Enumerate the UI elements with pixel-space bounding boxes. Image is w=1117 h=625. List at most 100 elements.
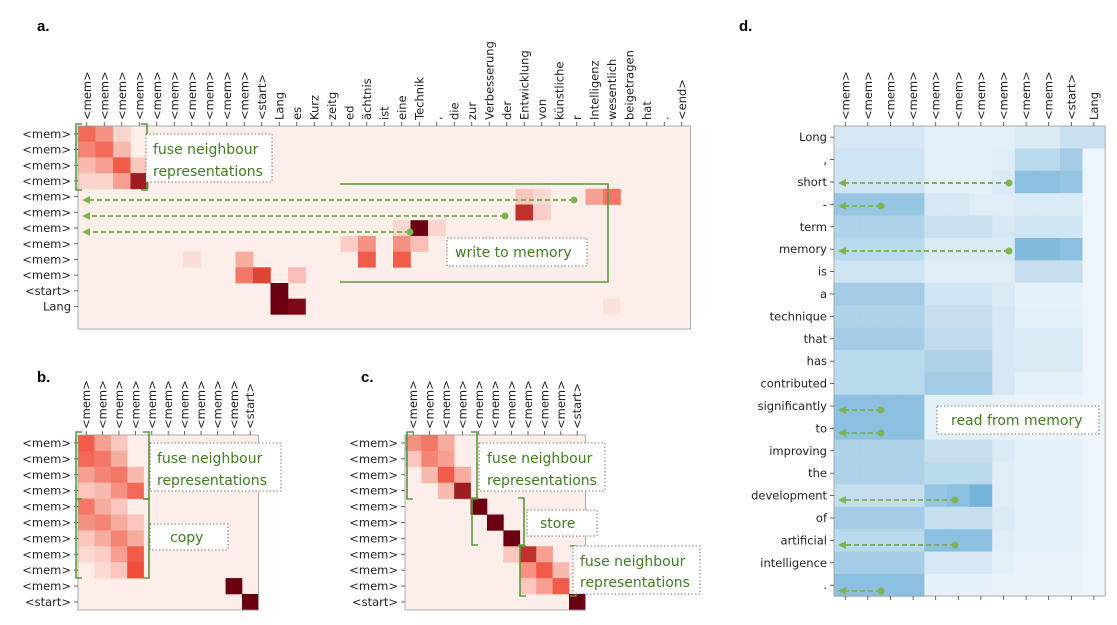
- panel-a-x-label: <mem>: [150, 71, 164, 120]
- panel-d-cell: [1014, 372, 1038, 396]
- panel-d-cell: [1082, 350, 1106, 373]
- panel-c-cell: [454, 482, 471, 499]
- panel-b-y-label: <mem>: [22, 436, 71, 450]
- panel-b-copy-label: copy: [170, 530, 203, 546]
- panel-b-cell: [94, 466, 112, 483]
- panel-d-cell: [992, 551, 1016, 575]
- panel-a-y-label: <mem>: [22, 127, 71, 141]
- panel-d-cell: [1082, 170, 1106, 194]
- panel-d-cell: [1014, 282, 1038, 306]
- panel-d-cell: [1060, 148, 1083, 172]
- panel-a-cell: [235, 251, 254, 268]
- panel-d-x-label: <mem>: [861, 71, 875, 120]
- panel-d-cell: [1082, 506, 1106, 530]
- panel-d-y-label: contributed: [760, 377, 827, 391]
- panel-d-cell: [947, 305, 970, 328]
- panel-d-cell: [1014, 148, 1038, 172]
- panel-d-cell: [969, 551, 993, 575]
- panel-c-x-label: <mem>: [455, 380, 469, 429]
- panel-d-arrow-development-dot: [951, 496, 959, 504]
- panel-a-x-label: <mem>: [185, 71, 199, 120]
- panel-d-y-label: artificial: [781, 533, 827, 547]
- panel-b-label: b.: [37, 369, 50, 386]
- panel-b-cell: [78, 546, 95, 563]
- panel-d-cell: [879, 417, 903, 440]
- panel-a-cell: [288, 267, 306, 284]
- panel-d-cell: [901, 193, 925, 216]
- panel-a-x-label: <mem>: [115, 71, 129, 120]
- panel-c-store-bracket-right: [518, 497, 525, 546]
- panel-d-cell: [969, 238, 993, 261]
- panel-c-cell: [437, 435, 455, 452]
- panel-a-x-label: künstliche: [552, 62, 566, 120]
- panel-c-cell: [454, 466, 471, 483]
- panel-d-cell: [879, 372, 903, 396]
- panel-d-cell: [924, 529, 948, 552]
- panel-d-y-label: has: [807, 354, 827, 368]
- panel-b-x-label: <mem>: [178, 380, 192, 429]
- panel-d-cell: [1037, 372, 1061, 396]
- panel-b-cell: [94, 530, 112, 547]
- panel-d-cell: [1037, 170, 1061, 194]
- panel-b-cell: [78, 450, 95, 468]
- panel-d-cell: [1082, 148, 1106, 172]
- panel-c-fuse1-bracket-right: [471, 431, 478, 500]
- panel-d-arrow-short-head: [838, 179, 846, 187]
- panel-a-cell: [393, 235, 411, 252]
- panel-d-cell: [1037, 574, 1061, 597]
- panel-a-cell: [533, 204, 551, 221]
- panel-c-fuse1-label-line1: fuse neighbour: [487, 451, 593, 467]
- panel-d-cell: [1060, 282, 1083, 306]
- panel-d-cell: [1014, 574, 1038, 597]
- panel-d-cell: [969, 126, 993, 149]
- panel-d-cell: [947, 372, 970, 396]
- panel-d-cell: [969, 350, 993, 373]
- panel-d-cell: [1037, 350, 1061, 373]
- panel-d-y-label: development: [751, 489, 827, 503]
- panel-d-cell: [969, 372, 993, 396]
- panel-a-y-label: <mem>: [22, 268, 71, 282]
- panel-d-x-label: <mem>: [951, 71, 965, 120]
- panel-d-cell: [947, 350, 970, 373]
- panel-d-x-label: <mem>: [929, 71, 943, 120]
- panel-d-cell: [856, 529, 880, 552]
- panel-d-cell: [901, 506, 925, 530]
- panel-b-cell: [110, 530, 128, 547]
- panel-d-cell: [879, 193, 903, 216]
- panel-d-cell: [992, 126, 1016, 149]
- panel-c-x-label: <mem>: [537, 380, 551, 429]
- panel-d-cell: [1060, 260, 1083, 284]
- panel-d-cell: [834, 305, 857, 328]
- panel-b-cell: [78, 498, 95, 515]
- panel-b-heatmap: <mem> <mem> <mem> <mem> <mem> <mem> <mem> <mem>…: [22, 380, 259, 611]
- panel-d-arrow-to-head: [838, 429, 846, 437]
- panel-d-cell: [901, 238, 925, 261]
- panel-d-cell: [879, 282, 903, 306]
- panel-d-cell: [856, 551, 880, 575]
- panel-a-x-label: Kurz: [307, 95, 321, 120]
- panel-a-cell: [95, 173, 114, 190]
- panel-d-cell: [992, 148, 1016, 172]
- panel-b-cell: [94, 546, 112, 563]
- panel-a-x-label: <mem>: [237, 71, 251, 120]
- panel-a-x-label: r: [570, 115, 584, 120]
- panel-a-fuse-bracket-left: [75, 123, 82, 191]
- panel-d-cell: [879, 350, 903, 373]
- panel-d-cell: [1060, 215, 1083, 239]
- panel-a-cell: [410, 220, 429, 237]
- panel-b-cell: [78, 514, 95, 531]
- panel-d-cell: [879, 126, 903, 149]
- panel-c-y-label: <mem>: [349, 500, 398, 514]
- panel-b-y-label: <mem>: [22, 531, 71, 545]
- panel-d-cell: [901, 215, 925, 239]
- panel-a-cell: [130, 157, 149, 174]
- panel-d-cell: [1082, 462, 1106, 485]
- panel-c-x-label: <mem>: [554, 380, 568, 429]
- panel-d-cell: [901, 372, 925, 396]
- panel-d-cell: [856, 126, 880, 149]
- panel-b-cell: [94, 482, 112, 499]
- panel-a-cell: [603, 188, 621, 205]
- panel-d-cell: [947, 282, 970, 306]
- panel-b-cell: [110, 466, 128, 483]
- panel-a-x-label: beigetragen: [622, 50, 636, 120]
